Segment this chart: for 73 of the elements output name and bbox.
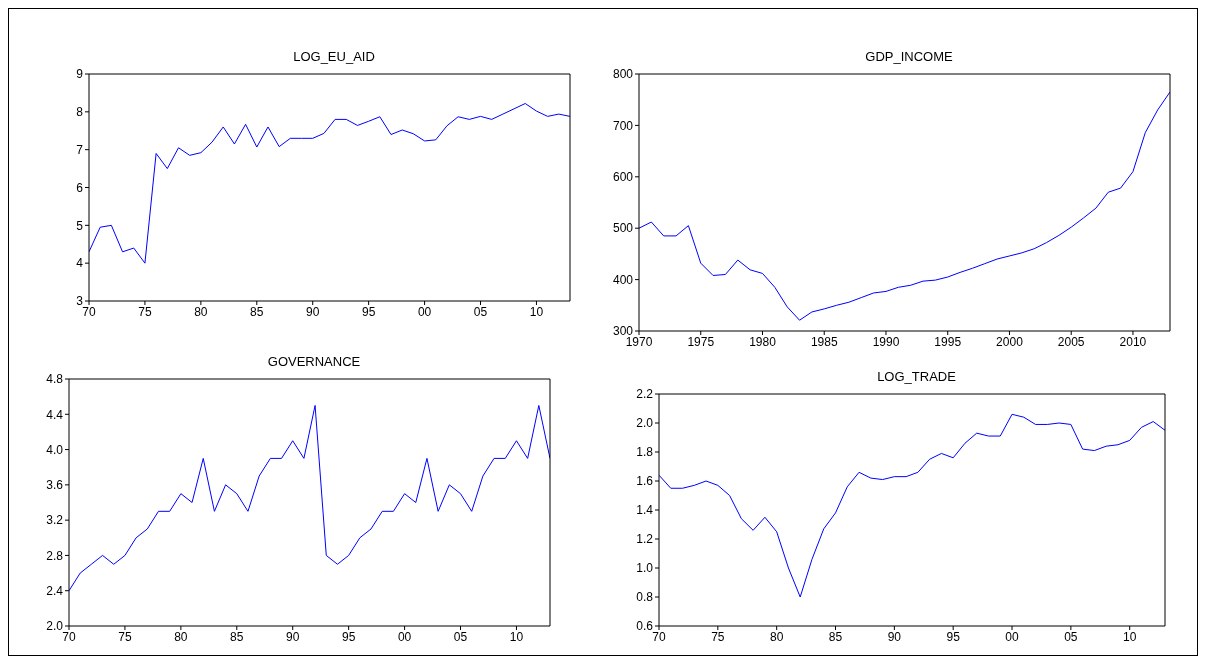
x-tick-label: 1975 (687, 334, 715, 349)
y-tick-label: 2.4 (46, 583, 64, 598)
chart-title: LOG_TRADE (876, 369, 957, 386)
x-tick-label: 80 (194, 304, 208, 319)
chart-title: GDP_INCOME (864, 49, 954, 66)
line-series (639, 91, 1170, 321)
chart-title: LOG_EU_AID (292, 49, 376, 66)
y-tick-label: 4.8 (46, 372, 64, 387)
x-tick-label: 05 (453, 629, 468, 644)
y-tick-label: 9 (76, 67, 84, 82)
x-tick-label: 70 (62, 629, 76, 644)
y-tick-label: 4.4 (46, 407, 64, 422)
chart-title: GOVERNANCE (266, 354, 362, 371)
x-tick-label: 1985 (810, 334, 838, 349)
x-tick-label: 75 (711, 629, 725, 644)
x-tick-label: 95 (946, 629, 961, 644)
x-tick-label: 1980 (749, 334, 777, 349)
x-tick-label: 2000 (996, 334, 1024, 349)
y-tick-label: 6 (76, 180, 84, 195)
x-tick-label: 10 (509, 629, 524, 644)
x-tick-label: 95 (361, 304, 376, 319)
y-tick-label: 1.2 (636, 532, 654, 547)
x-tick-label: 1990 (872, 334, 900, 349)
x-tick-label: 00 (417, 304, 432, 319)
x-tick-label: 80 (174, 629, 188, 644)
x-tick-label: 95 (341, 629, 356, 644)
y-tick-label: 2.0 (46, 619, 64, 634)
y-tick-label: 3.2 (46, 513, 64, 528)
x-tick-label: 90 (286, 629, 300, 644)
x-tick-label: 85 (230, 629, 244, 644)
y-tick-label: 700 (612, 118, 634, 133)
y-tick-label: 5 (76, 218, 84, 233)
x-tick-label: 1970 (625, 334, 653, 349)
y-tick-label: 800 (612, 67, 634, 82)
x-tick-label: 10 (529, 304, 544, 319)
line-series (659, 413, 1165, 598)
x-tick-label: 90 (887, 629, 902, 644)
x-tick-label: 75 (118, 629, 132, 644)
x-tick-label: 10 (1123, 629, 1137, 644)
y-tick-label: 0.6 (636, 619, 654, 634)
x-tick-label: 05 (473, 304, 488, 319)
y-tick-label: 3 (76, 294, 84, 309)
x-tick-label: 00 (1005, 629, 1020, 644)
x-tick-label: 70 (652, 629, 666, 644)
x-tick-label: 2005 (1057, 334, 1085, 349)
y-tick-label: 600 (612, 170, 634, 185)
y-tick-label: 500 (612, 221, 634, 236)
y-tick-label: 4 (76, 256, 84, 271)
y-tick-label: 8 (76, 105, 84, 120)
y-tick-label: 2.8 (46, 548, 64, 563)
y-tick-label: 4.0 (46, 442, 64, 457)
y-tick-label: 3.6 (46, 478, 64, 493)
x-tick-label: 75 (138, 304, 152, 319)
y-tick-label: 1.4 (636, 503, 654, 518)
x-tick-label: 05 (1064, 629, 1078, 644)
x-tick-label: 2010 (1119, 334, 1147, 349)
y-tick-label: 1.6 (636, 474, 654, 489)
x-tick-label: 80 (769, 629, 784, 644)
x-tick-label: 85 (250, 304, 264, 319)
y-tick-label: 400 (612, 272, 634, 287)
y-tick-label: 2.0 (636, 416, 654, 431)
y-tick-label: 0.8 (636, 590, 654, 605)
line-series (69, 404, 550, 592)
x-tick-label: 00 (397, 629, 412, 644)
x-tick-label: 85 (828, 629, 843, 644)
x-tick-label: 70 (82, 304, 96, 319)
y-tick-label: 2.2 (636, 387, 654, 402)
x-tick-label: 1995 (934, 334, 962, 349)
y-tick-label: 1.8 (636, 445, 654, 460)
y-tick-label: 1.0 (636, 561, 654, 576)
line-series (89, 103, 570, 264)
x-tick-label: 90 (306, 304, 320, 319)
y-tick-label: 7 (76, 142, 84, 157)
